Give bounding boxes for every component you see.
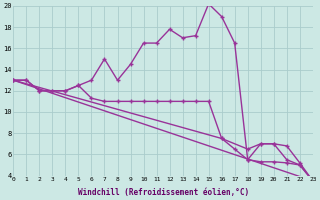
X-axis label: Windchill (Refroidissement éolien,°C): Windchill (Refroidissement éolien,°C) <box>77 188 249 197</box>
